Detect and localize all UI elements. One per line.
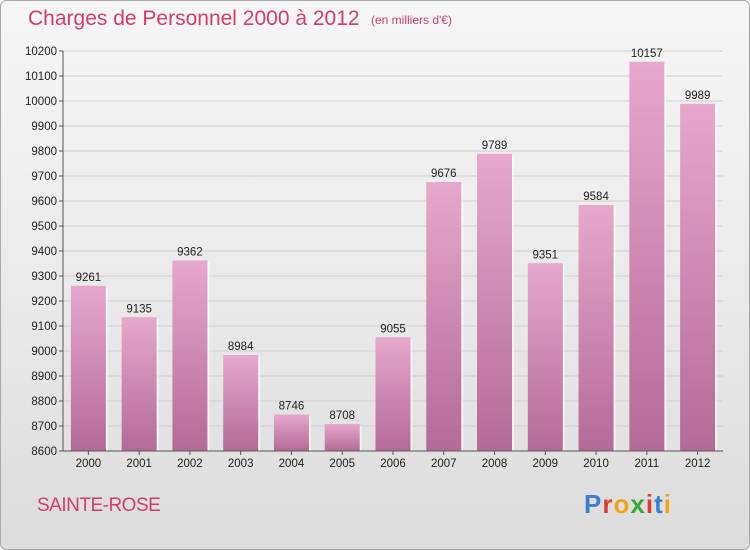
bar-value-label: 9789 [482,140,508,152]
x-tick-label: 2011 [634,458,659,470]
bar-value-label: 8708 [329,410,355,422]
bar-2005 [324,424,360,451]
logo-letter: t [654,489,664,519]
bar-value-label: 9055 [380,323,406,335]
y-tick-label: 8600 [31,446,57,458]
y-tick-label: 9800 [31,146,57,158]
x-tick-label: 2005 [329,458,355,470]
bar-value-label: 9584 [583,191,609,203]
bar-value-label: 9135 [126,303,152,315]
x-tick-label: 2002 [177,458,203,470]
bar-2009 [527,263,563,451]
labels: 8600 8700 8800 8900 9000 9100 9200 9300 9400 9500… [25,46,710,470]
logo-letter: i [663,489,672,519]
bar-2011 [629,61,665,451]
y-tick-label: 8900 [31,371,57,383]
proxiti-logo: Proxiti [584,489,672,520]
bar-2001 [121,317,157,451]
x-tick-label: 2000 [76,458,102,470]
y-tick-label: 9200 [31,296,57,308]
x-tick-label: 2012 [685,458,711,470]
y-tick-label: 10100 [25,71,57,83]
bar-value-label: 10157 [631,48,663,60]
y-tick-label: 9000 [31,346,57,358]
bar-value-label: 9676 [431,168,457,180]
y-tick-label: 9100 [31,321,57,333]
bar-2010 [578,205,614,451]
chart-subtitle: (en milliers d'€) [371,13,452,27]
chart-title: Charges de Personnel 2000 à 2012 [28,7,360,30]
x-tick-label: 2004 [279,458,305,470]
y-tick-label: 8700 [31,421,57,433]
x-tick-label: 2007 [431,458,457,470]
bar-value-label: 8746 [279,401,305,413]
x-tick-label: 2006 [380,458,406,470]
y-tick-label: 10000 [25,96,57,108]
y-tick-label: 9700 [31,171,57,183]
bar-2003 [223,355,259,451]
bar-value-label: 9362 [177,247,203,259]
x-tick-label: 2001 [126,458,152,470]
bar-value-label: 8984 [228,341,254,353]
x-tick-label: 2008 [482,458,508,470]
bar-value-label: 9261 [76,272,102,284]
bar-2002 [172,260,208,451]
bar-value-label: 9351 [533,249,559,261]
bar-value-label: 9989 [685,90,711,102]
y-tick-label: 9400 [31,246,57,258]
y-tick-label: 9300 [31,271,57,283]
bar-2004 [273,414,309,451]
bar-2012 [680,103,716,451]
bars [70,61,718,451]
logo-letter: i [645,489,655,519]
logo-letter: r [602,489,614,519]
y-tick-label: 9500 [31,221,57,233]
bar-2006 [375,337,411,451]
y-tick-label: 9900 [31,121,57,133]
bar-2008 [477,153,513,451]
commune-name: SAINTE-ROSE [37,495,161,516]
bar-2000 [70,285,106,451]
logo-letter: o [613,489,631,519]
y-tick-label: 8800 [31,396,57,408]
x-tick-label: 2003 [228,458,254,470]
logo-letter: P [584,489,603,519]
y-tick-label: 10200 [25,46,57,58]
x-tick-label: 2009 [533,458,559,470]
bar-2007 [426,182,462,451]
axes [59,50,723,455]
x-tick-label: 2010 [583,458,609,470]
y-tick-label: 9600 [31,196,57,208]
logo-letter: x [630,489,646,519]
